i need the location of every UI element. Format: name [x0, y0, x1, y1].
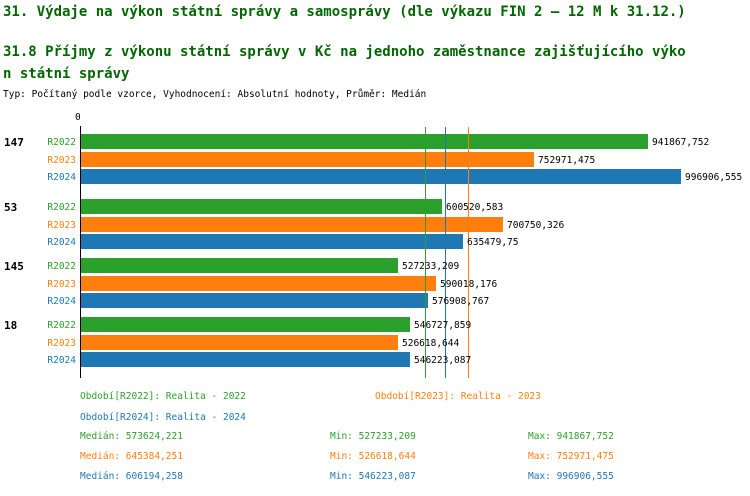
category-label: 145	[4, 260, 24, 273]
median-line	[425, 127, 426, 378]
series-row-label: R2022	[47, 320, 76, 331]
median-stat: Medián: 606194,258	[80, 471, 183, 482]
bar	[81, 293, 428, 308]
bar	[81, 352, 410, 367]
series-row-label: R2023	[47, 219, 76, 231]
bar-value-label: 590018,176	[440, 278, 498, 290]
series-row-label: R2022	[47, 202, 76, 213]
series-row-label: R2023	[47, 154, 76, 166]
series-row-label: R2024	[47, 237, 76, 248]
series-row-label: R2024	[47, 355, 76, 366]
bar-value-label: 546223,087	[414, 355, 472, 366]
min-stat: Min: 527233,209	[330, 431, 416, 442]
max-stat: Max: 752971,475	[528, 451, 614, 462]
bar-value-label: 752971,475	[538, 154, 596, 166]
bar-value-label: 635479,75	[467, 237, 519, 248]
bar	[81, 275, 436, 291]
median-stat: Medián: 645384,251	[80, 451, 183, 462]
bar-value-label: 700750,326	[507, 219, 565, 231]
series-row-label: R2024	[47, 296, 76, 307]
legend-item-r2023: Období[R2023]: Realita - 2023	[375, 391, 541, 402]
category-label: 18	[4, 319, 18, 332]
series-row-label: R2022	[47, 261, 76, 272]
bar-value-label: 526618,644	[402, 337, 460, 349]
series-row-label: R2022	[47, 137, 76, 148]
min-stat: Min: 546223,087	[330, 471, 416, 482]
bar-value-label: 996906,555	[685, 172, 743, 183]
min-stat: Min: 526618,644	[330, 451, 416, 462]
bar-value-label: 576908,767	[432, 296, 490, 307]
legend-item-r2024: Období[R2024]: Realita - 2024	[80, 412, 246, 423]
bar	[81, 151, 534, 167]
series-row-label: R2023	[47, 337, 76, 349]
median-stat: Medián: 573624,221	[80, 431, 183, 442]
bar	[81, 334, 398, 350]
legend-item-r2022: Období[R2022]: Realita - 2022	[80, 391, 246, 402]
y-axis-line	[80, 126, 81, 378]
median-line	[468, 127, 469, 378]
report-title: 31. Výdaje na výkon státní správy a samo…	[3, 4, 686, 20]
bar-value-label: 600520,583	[446, 202, 504, 213]
category-label: 147	[4, 136, 24, 149]
bar	[81, 234, 463, 249]
bar	[81, 199, 442, 214]
stats-row-r2024: Medián: 606194,258 Min: 546223,087 Max: …	[0, 471, 750, 485]
bar-value-label: 941867,752	[652, 137, 710, 148]
category-label: 53	[4, 201, 18, 214]
bar	[81, 169, 681, 184]
max-stat: Max: 941867,752	[528, 431, 614, 442]
report-subtitle: 31.8 Příjmy z výkonu státní správy v Kč …	[3, 44, 686, 82]
bar	[81, 216, 503, 232]
bar-value-label: 527233,209	[402, 261, 460, 272]
stats-row-r2022: Medián: 573624,221 Min: 527233,209 Max: …	[0, 431, 750, 445]
bar	[81, 134, 648, 149]
max-stat: Max: 996906,555	[528, 471, 614, 482]
series-row-label: R2024	[47, 172, 76, 183]
bar-value-label: 546727,859	[414, 320, 472, 331]
report-meta-line: Typ: Počítaný podle vzorce, Vyhodnocení:…	[3, 89, 427, 100]
x-axis-origin-label: 0	[75, 112, 81, 123]
median-line	[445, 127, 446, 378]
stats-row-r2023: Medián: 645384,251 Min: 526618,644 Max: …	[0, 451, 750, 465]
series-row-label: R2023	[47, 278, 76, 290]
bar	[81, 258, 398, 273]
bar	[81, 317, 410, 332]
